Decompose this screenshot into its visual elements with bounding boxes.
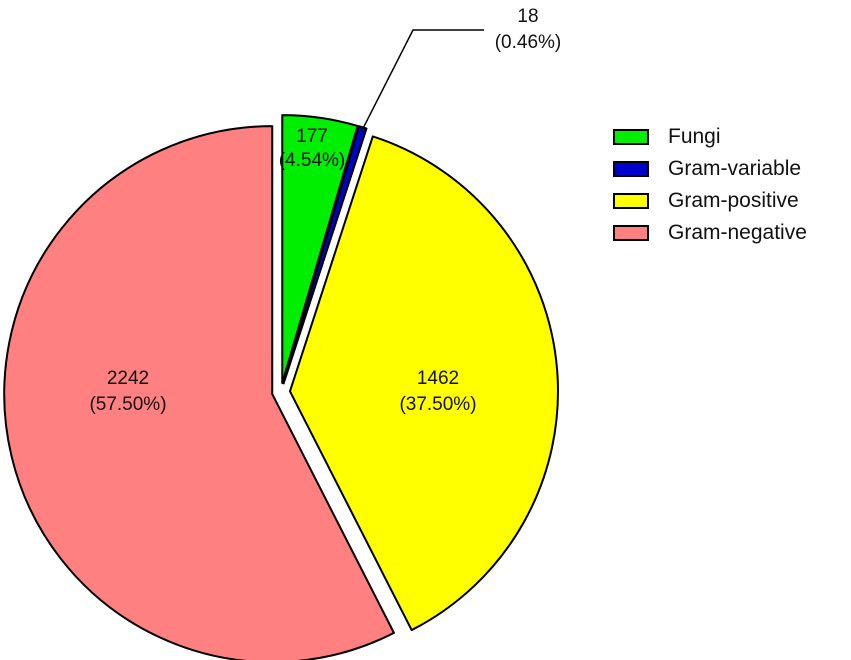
legend-swatch-gram-positive [613,193,649,209]
legend: Fungi Gram-variable Gram-positive Gram-nega… [613,125,807,244]
percent-label-gram-variable: (0.46%) [495,32,562,53]
callout-leader-line [360,29,484,132]
legend-label-gram-positive: Gram-positive [668,189,799,212]
value-label-gram-positive: 1462 [417,368,459,389]
slice-gram-positive [288,135,559,632]
legend-swatch-fungi [613,129,649,145]
pie-slices [3,114,559,660]
legend-label-gram-variable: Gram-variable [668,157,801,180]
percent-label-fungi: (4.54%) [279,150,346,171]
legend-swatch-gram-variable [613,161,649,177]
percent-label-gram-positive: (37.50%) [399,394,476,415]
slice-labels: 177 (4.54%) 18 (0.46%) 1462 (37.50%) 2242 (57.5… [89,6,561,415]
percent-label-gram-negative: (57.50%) [89,394,166,415]
slice-gram-negative [3,125,395,660]
legend-swatch-gram-negative [613,225,649,241]
legend-label-fungi: Fungi [668,125,721,148]
value-label-gram-variable: 18 [517,6,538,27]
value-label-gram-negative: 2242 [107,368,149,389]
legend-label-gram-negative: Gram-negative [668,221,807,244]
value-label-fungi: 177 [296,126,328,147]
slice-fungi [281,114,359,385]
